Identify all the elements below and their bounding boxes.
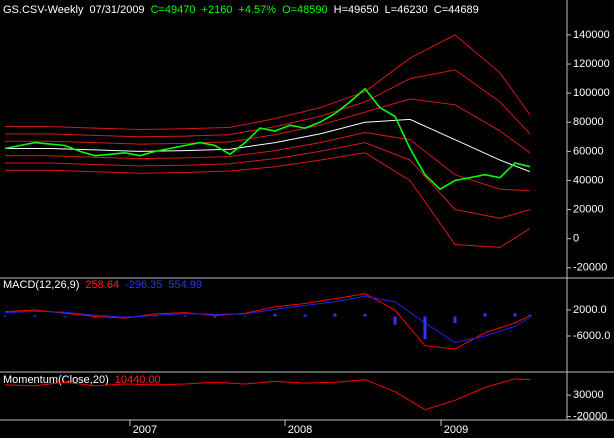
histogram-bar xyxy=(93,316,97,318)
histogram-bar xyxy=(363,313,367,317)
histogram-bar xyxy=(513,313,517,317)
y-tick-label: -20000 xyxy=(573,410,607,422)
y-tick-label: -20000 xyxy=(573,262,607,274)
y-tick-label: 2000.0 xyxy=(573,304,607,316)
series-line xyxy=(5,69,531,138)
histogram-bar xyxy=(483,313,487,317)
histogram-bar xyxy=(63,316,67,318)
y-tick-label: 120000 xyxy=(573,58,610,70)
title: GS.CSV-Weekly xyxy=(3,4,84,16)
histogram-bar xyxy=(303,314,307,317)
series-line xyxy=(5,98,531,154)
annotation: 554.99 xyxy=(168,279,202,291)
title: Momentum(Close,20) xyxy=(3,374,109,386)
annotation: C=44689 xyxy=(434,4,479,16)
pane-title: Momentum(Close,20) 10440.00 xyxy=(3,374,161,386)
annotation: L=46230 xyxy=(385,4,428,16)
series-line xyxy=(5,142,531,219)
annotation: 258.64 xyxy=(85,279,119,291)
series-line xyxy=(4,293,531,350)
pane-title: MACD(12,26,9) 258.64 -296.35 554.99 xyxy=(3,279,202,291)
histogram-bar xyxy=(393,316,397,325)
series-line xyxy=(5,131,531,192)
histogram-bar xyxy=(333,313,337,317)
y-tick-label: 60000 xyxy=(573,145,604,157)
x-tick-label: 2007 xyxy=(133,424,157,436)
annotation: +4.57% xyxy=(238,4,276,16)
histogram-bar xyxy=(243,315,247,317)
y-tick-label: 80000 xyxy=(573,116,604,128)
histogram-bar xyxy=(33,315,37,317)
histogram-bar xyxy=(453,316,457,324)
histogram-bar xyxy=(423,316,427,340)
y-tick-label: 40000 xyxy=(573,174,604,186)
annotation: 10440.00 xyxy=(115,374,161,386)
series-line xyxy=(5,152,531,248)
annotation: -296.35 xyxy=(125,279,162,291)
series-line xyxy=(5,118,531,173)
annotation: O=48590 xyxy=(282,4,328,16)
series-line xyxy=(5,34,531,131)
histogram-bar xyxy=(3,315,7,317)
histogram-bar xyxy=(273,313,277,317)
histogram-bar xyxy=(183,315,187,317)
y-tick-label: 0 xyxy=(573,233,579,245)
y-tick-label: -6000.0 xyxy=(573,330,610,342)
x-tick-label: 2008 xyxy=(288,424,312,436)
y-tick-label: 30000 xyxy=(573,389,604,401)
title: MACD(12,26,9) xyxy=(3,279,79,291)
y-tick-label: 20000 xyxy=(573,203,604,215)
x-tick-label: 2009 xyxy=(444,424,468,436)
y-tick-label: 140000 xyxy=(573,29,610,41)
histogram-bar xyxy=(528,314,532,317)
pane-title: GS.CSV-Weekly 07/31/2009 C=49470 +2160 +4.57… xyxy=(3,4,479,16)
series-line xyxy=(4,295,531,344)
annotation: 07/31/2009 xyxy=(90,4,145,16)
annotation: +2160 xyxy=(202,4,233,16)
series-line xyxy=(4,378,531,411)
histogram-bar xyxy=(213,316,217,318)
y-tick-label: 100000 xyxy=(573,87,610,99)
series-line xyxy=(4,87,531,191)
annotation: C=49470 xyxy=(151,4,196,16)
annotation: H=49650 xyxy=(334,4,379,16)
